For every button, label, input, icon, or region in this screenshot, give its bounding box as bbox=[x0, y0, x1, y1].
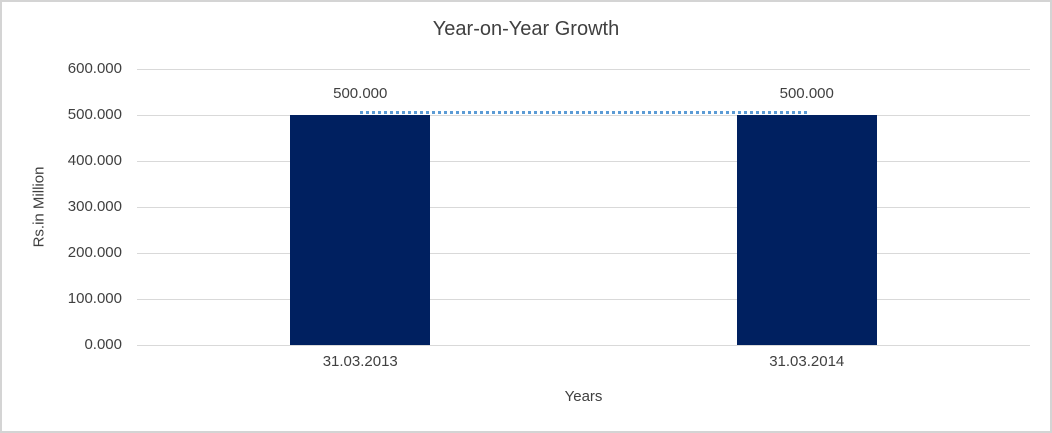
y-axis-tick-label: 0.000 bbox=[84, 336, 122, 353]
x-axis-tick-label: 31.03.2013 bbox=[322, 353, 398, 370]
y-axis-tick-label: 500.000 bbox=[67, 106, 122, 123]
y-axis-tick-label: 600.000 bbox=[67, 60, 122, 77]
x-axis-title: Years bbox=[564, 388, 603, 405]
gridline bbox=[137, 207, 1030, 208]
gridline bbox=[137, 345, 1030, 346]
y-axis-tick-label: 100.000 bbox=[67, 290, 122, 307]
y-axis-tick-label: 300.000 bbox=[67, 198, 122, 215]
gridline bbox=[137, 69, 1030, 70]
connector-dotted-line bbox=[360, 111, 807, 114]
x-axis-tick-label: 31.03.2014 bbox=[769, 353, 845, 370]
bar bbox=[736, 115, 877, 345]
gridline bbox=[137, 299, 1030, 300]
gridline bbox=[137, 115, 1030, 116]
chart-title: Year-on-Year Growth bbox=[432, 18, 620, 40]
y-axis-tick-label: 400.000 bbox=[67, 152, 122, 169]
bar-data-label: 500.000 bbox=[779, 85, 834, 102]
gridline bbox=[137, 253, 1030, 254]
gridline bbox=[137, 161, 1030, 162]
bar-data-label: 500.000 bbox=[333, 85, 388, 102]
y-axis-tick-label: 200.000 bbox=[67, 244, 122, 261]
bar bbox=[290, 115, 431, 345]
